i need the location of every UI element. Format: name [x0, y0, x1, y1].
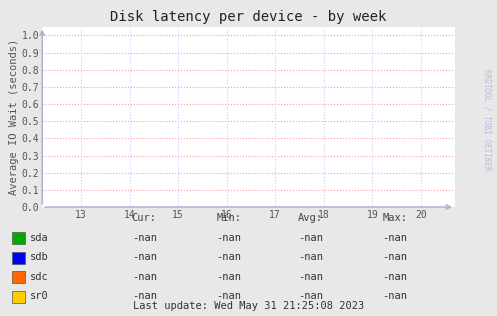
Text: sda: sda: [30, 233, 49, 243]
Text: Last update: Wed May 31 21:25:08 2023: Last update: Wed May 31 21:25:08 2023: [133, 301, 364, 311]
Text: -nan: -nan: [383, 252, 408, 262]
Text: Cur:: Cur:: [132, 213, 157, 223]
Text: Max:: Max:: [383, 213, 408, 223]
Text: sdb: sdb: [30, 252, 49, 262]
Text: -nan: -nan: [383, 291, 408, 301]
Text: -nan: -nan: [132, 272, 157, 282]
Text: Min:: Min:: [216, 213, 241, 223]
Text: sr0: sr0: [30, 291, 49, 301]
Text: -nan: -nan: [298, 233, 323, 243]
Text: -nan: -nan: [216, 291, 241, 301]
Text: -nan: -nan: [216, 233, 241, 243]
Y-axis label: Average IO Wait (seconds): Average IO Wait (seconds): [9, 39, 19, 195]
Text: -nan: -nan: [298, 272, 323, 282]
Text: -nan: -nan: [132, 252, 157, 262]
Text: Avg:: Avg:: [298, 213, 323, 223]
Text: -nan: -nan: [383, 272, 408, 282]
Text: -nan: -nan: [298, 252, 323, 262]
Title: Disk latency per device - by week: Disk latency per device - by week: [110, 10, 387, 24]
Text: -nan: -nan: [132, 233, 157, 243]
Text: RRDTOOL / TOBI OETIKER: RRDTOOL / TOBI OETIKER: [482, 69, 491, 171]
Text: -nan: -nan: [216, 272, 241, 282]
Text: -nan: -nan: [216, 252, 241, 262]
Text: -nan: -nan: [383, 233, 408, 243]
Text: sdc: sdc: [30, 272, 49, 282]
Text: -nan: -nan: [298, 291, 323, 301]
Text: -nan: -nan: [132, 291, 157, 301]
